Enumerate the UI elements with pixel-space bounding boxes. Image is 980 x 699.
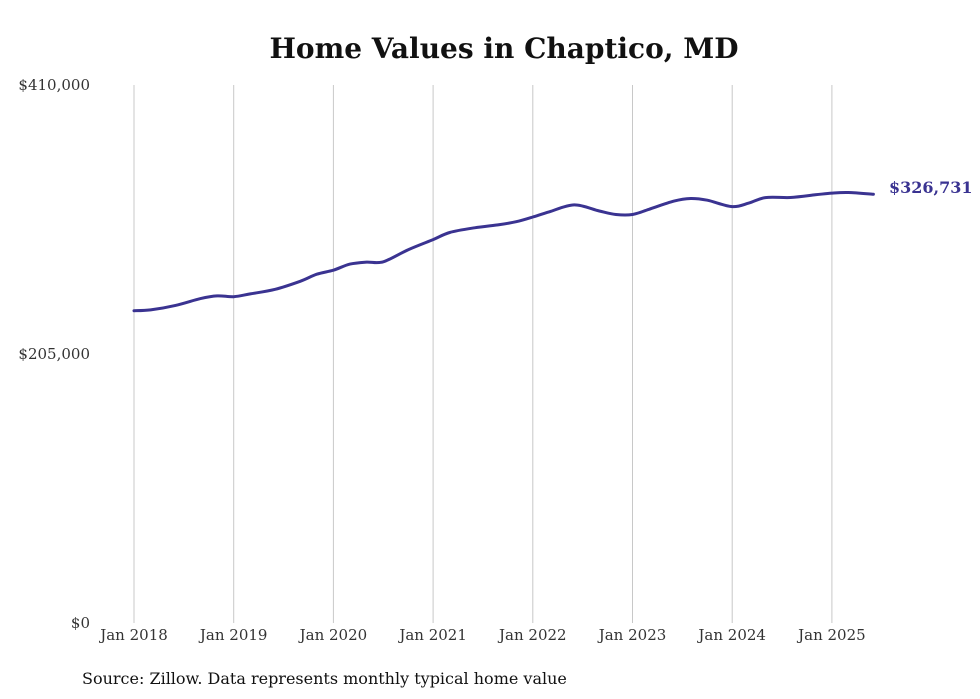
gridlines xyxy=(133,85,833,623)
y-axis-ticks: $0 $205,000 $410,000 xyxy=(18,76,90,632)
x-tick-label: Jan 2025 xyxy=(796,626,866,644)
source-note: Source: Zillow. Data represents monthly … xyxy=(82,669,567,688)
y-tick-label: $205,000 xyxy=(18,345,90,363)
y-tick-label: $0 xyxy=(71,614,90,632)
x-tick-label: Jan 2019 xyxy=(198,626,268,644)
series-line xyxy=(132,190,875,313)
x-tick-label: Jan 2024 xyxy=(696,626,766,644)
x-axis-ticks: Jan 2018 Jan 2019 Jan 2020 Jan 2021 Jan 2022… xyxy=(98,626,865,644)
x-tick-label: Jan 2020 xyxy=(298,626,368,644)
y-tick-label: $410,000 xyxy=(18,76,90,94)
x-tick-label: Jan 2022 xyxy=(497,626,567,644)
x-tick-label: Jan 2018 xyxy=(98,626,168,644)
end-value-label: $326,731 xyxy=(889,178,973,197)
x-tick-label: Jan 2021 xyxy=(397,626,467,644)
x-tick-label: Jan 2023 xyxy=(597,626,667,644)
chart-title: Home Values in Chaptico, MD xyxy=(269,32,738,65)
